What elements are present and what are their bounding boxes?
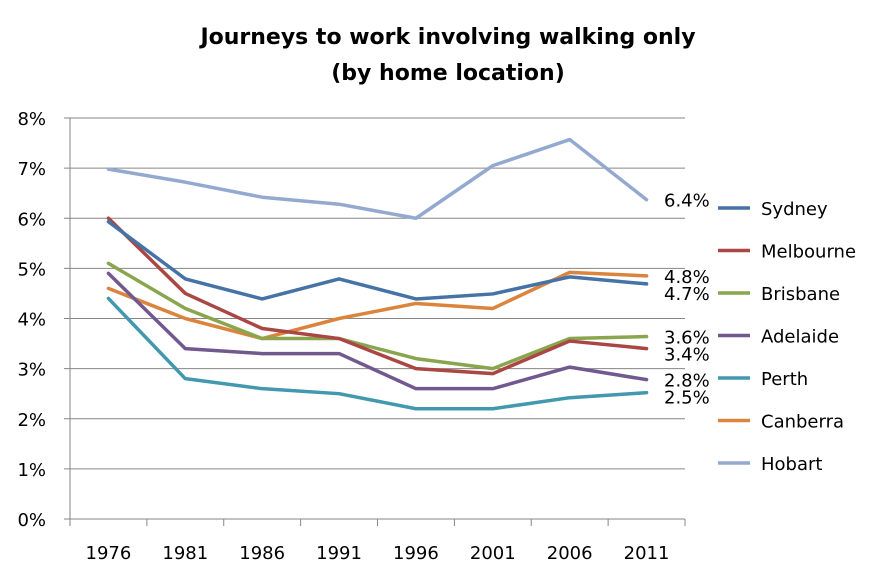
legend-label-hobart: Hobart — [761, 454, 822, 475]
legend-label-adelaide: Adelaide — [761, 327, 839, 348]
y-tick-label: 5% — [17, 259, 46, 280]
y-tick-label: 7% — [17, 159, 46, 180]
series-line-hobart — [106, 137, 649, 220]
legend-label-sydney: Sydney — [761, 199, 828, 220]
series-line-sydney — [106, 220, 649, 301]
data-label-melbourne: 3.4% — [664, 345, 710, 366]
series-line-perth — [106, 296, 649, 411]
data-label-sydney: 4.7% — [664, 284, 710, 305]
chart-title-line2: (by home location) — [331, 61, 565, 86]
chart-title-line1: Journeys to work involving walking only — [198, 25, 695, 50]
data-label-adelaide: 2.8% — [664, 371, 710, 392]
legend-label-canberra: Canberra — [761, 412, 844, 433]
y-tick-label: 4% — [17, 310, 46, 331]
x-tick-label: 1996 — [393, 543, 439, 564]
data-label-brisbane: 3.6% — [664, 328, 710, 349]
x-tick-label: 2006 — [547, 543, 593, 564]
y-tick-label: 1% — [17, 460, 46, 481]
x-tick-label: 1981 — [162, 543, 208, 564]
series-line-canberra — [106, 270, 649, 341]
series-line-melbourne — [106, 216, 649, 376]
x-tick-label: 1986 — [239, 543, 285, 564]
legend-label-melbourne: Melbourne — [761, 242, 856, 263]
y-tick-label: 6% — [17, 209, 46, 230]
data-label-hobart: 6.4% — [664, 191, 710, 212]
data-label-canberra: 4.8% — [664, 267, 710, 288]
legend-label-perth: Perth — [761, 369, 808, 390]
x-tick-label: 2001 — [470, 543, 516, 564]
x-tick-label: 2011 — [624, 543, 670, 564]
x-tick-label: 1976 — [86, 543, 132, 564]
y-tick-label: 3% — [17, 360, 46, 381]
data-label-perth: 2.5% — [664, 388, 710, 409]
legend-label-brisbane: Brisbane — [761, 284, 840, 305]
x-tick-label: 1991 — [316, 543, 362, 564]
series-line-brisbane — [106, 261, 649, 371]
y-tick-label: 0% — [17, 510, 46, 531]
series-line-adelaide — [106, 271, 649, 391]
y-tick-label: 2% — [17, 410, 46, 431]
y-tick-label: 8% — [17, 109, 46, 130]
